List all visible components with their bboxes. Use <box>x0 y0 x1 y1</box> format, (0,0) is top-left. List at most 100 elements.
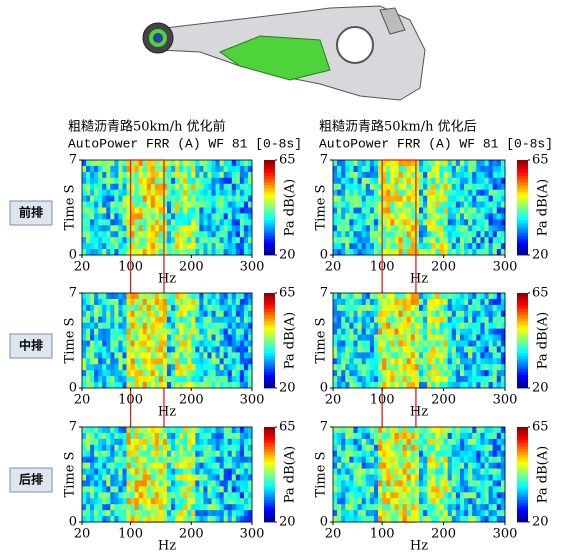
heatmap-cell <box>369 444 375 452</box>
heatmap-cell <box>496 358 502 365</box>
heatmap-cell <box>369 480 375 487</box>
heatmap-cell <box>199 195 204 202</box>
heatmap-cell <box>419 352 424 359</box>
heatmap-cell <box>423 492 428 499</box>
heatmap-cell <box>110 171 115 179</box>
heatmap-cell <box>199 243 204 250</box>
heatmap-cell <box>369 432 375 440</box>
heatmap-cell <box>82 201 87 208</box>
heatmap-cell <box>382 486 387 493</box>
heatmap-cell <box>365 304 371 312</box>
heatmap-cell <box>373 382 379 389</box>
heatmap-cell <box>435 444 440 452</box>
heatmap-cell <box>187 468 192 475</box>
x-tick-label: 100 <box>370 527 395 542</box>
heatmap-cell <box>472 316 477 324</box>
heatmap-cell <box>122 160 127 167</box>
heatmap-cell <box>414 231 420 238</box>
heatmap-cell <box>171 322 176 330</box>
heatmap-cell <box>179 370 184 377</box>
heatmap-cell <box>207 225 212 232</box>
heatmap-cell <box>488 310 494 318</box>
heatmap-cell <box>134 160 140 167</box>
heatmap-cell <box>341 438 346 446</box>
heatmap-cell <box>410 298 416 306</box>
heatmap-cell <box>203 293 208 300</box>
heatmap-cell <box>398 160 404 167</box>
heatmap-cell <box>175 444 180 452</box>
heatmap-cell <box>357 376 363 383</box>
heatmap-cell <box>480 438 485 446</box>
heatmap-cell <box>443 427 449 434</box>
heatmap-cell <box>386 243 391 250</box>
colorbar-cell <box>264 182 275 186</box>
heatmap-cell <box>138 201 144 208</box>
heatmap-cell <box>378 183 383 191</box>
heatmap-cell <box>431 231 436 238</box>
heatmap-cell <box>431 225 436 232</box>
heatmap-cell <box>199 322 204 330</box>
heatmap-cell <box>175 293 180 300</box>
heatmap-cell <box>476 316 481 324</box>
heatmap-cell <box>398 510 404 517</box>
heatmap-cell <box>349 432 354 440</box>
heatmap-cell <box>207 334 212 341</box>
heatmap-cell <box>90 249 95 256</box>
heatmap-cell <box>223 160 229 167</box>
heatmap-cell <box>341 370 346 377</box>
heatmap-cell <box>427 438 432 446</box>
heatmap-cell <box>187 293 192 300</box>
heatmap-cell <box>207 474 212 481</box>
heatmap-cell <box>231 438 237 446</box>
heatmap-cell <box>114 486 119 493</box>
heatmap-cell <box>118 219 123 226</box>
heatmap-cell <box>175 334 180 341</box>
heatmap-cell <box>203 432 208 440</box>
heatmap-cell <box>488 195 494 202</box>
heatmap-cell <box>191 516 196 523</box>
heatmap-cell <box>455 165 461 173</box>
heatmap-cell <box>118 171 123 179</box>
heatmap-cell <box>476 207 481 214</box>
heatmap-cell <box>86 219 91 226</box>
heatmap-cell <box>361 444 367 452</box>
heatmap-cell <box>106 370 111 377</box>
heatmap-cell <box>122 432 127 440</box>
heatmap-cell <box>235 468 241 475</box>
heatmap-cell <box>118 316 123 324</box>
part-render <box>142 5 426 101</box>
heatmap-cell <box>365 444 371 452</box>
heatmap-cell <box>191 334 196 341</box>
heatmap-cell <box>154 207 160 214</box>
heatmap-cell <box>175 231 180 238</box>
heatmap-cell <box>410 334 416 341</box>
heatmap-cell <box>183 322 188 330</box>
heatmap-cell <box>492 486 498 493</box>
heatmap-cell <box>94 340 99 347</box>
heatmap-cell <box>500 231 506 238</box>
heatmap-cell <box>390 456 395 464</box>
heatmap-cell <box>464 189 469 197</box>
heatmap-cell <box>398 456 404 464</box>
heatmap-cell <box>130 462 136 469</box>
heatmap-cell <box>98 231 103 238</box>
colorbar-cell <box>517 480 528 485</box>
heatmap-cell <box>373 444 379 452</box>
heatmap-cell <box>130 456 136 464</box>
heatmap-cell <box>167 346 172 353</box>
heatmap-cell <box>402 516 408 523</box>
heatmap-cell <box>114 364 119 371</box>
colorbar-cell <box>517 433 528 437</box>
heatmap-cell <box>134 444 140 452</box>
heatmap-cell <box>106 310 111 318</box>
heatmap-cell <box>171 207 176 214</box>
heatmap-cell <box>365 243 371 250</box>
heatmap-cell <box>247 201 253 208</box>
heatmap-cell <box>98 516 103 523</box>
heatmap-cell <box>414 432 420 440</box>
heatmap-cell <box>138 352 144 359</box>
heatmap-cell <box>333 219 338 226</box>
heatmap-cell <box>219 249 225 256</box>
heatmap-cell <box>447 468 453 475</box>
heatmap-cell <box>162 310 168 318</box>
